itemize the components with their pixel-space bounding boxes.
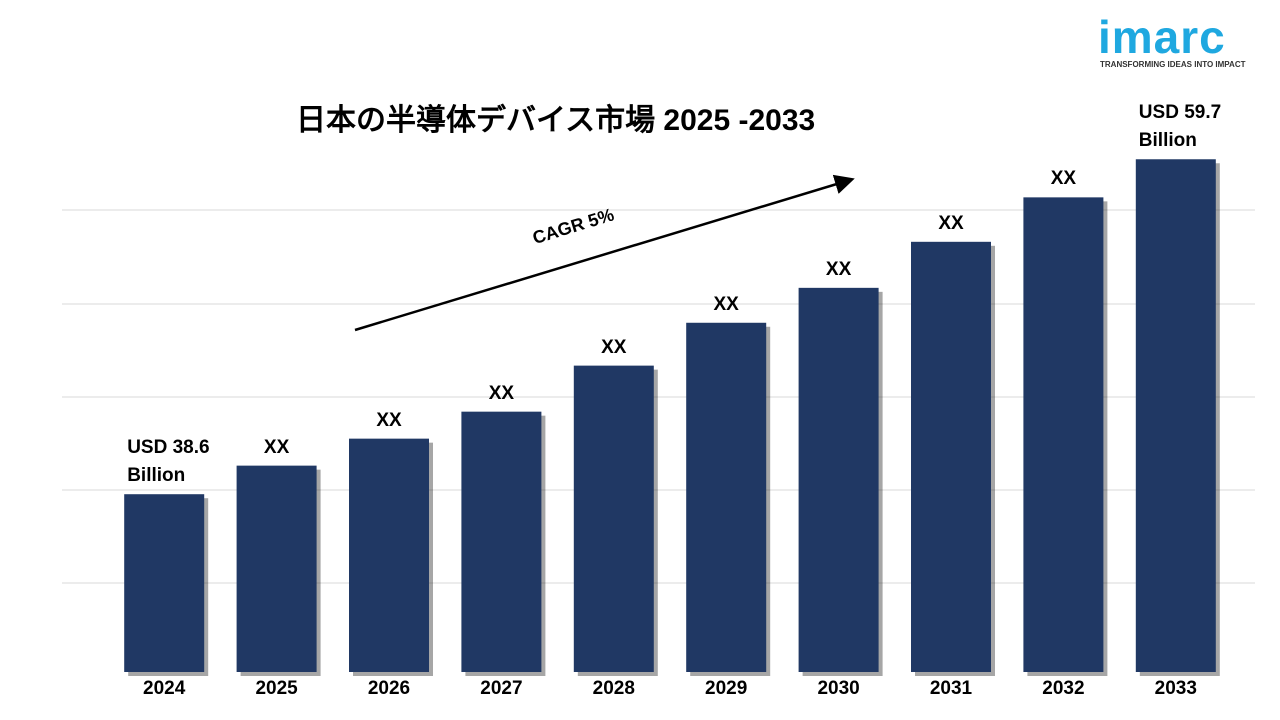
bar <box>1023 197 1104 673</box>
bar <box>686 322 767 672</box>
value-label: XX <box>938 212 964 234</box>
bar <box>461 411 542 672</box>
trend-arrow <box>354 174 855 332</box>
bar <box>236 465 317 672</box>
x-tick-label: 2025 <box>255 678 298 699</box>
logo-tagline: TRANSFORMING IDEAS INTO IMPACT <box>1100 60 1246 69</box>
cagr-annotation: CAGR 5% <box>530 204 616 248</box>
bar <box>124 494 205 672</box>
bar <box>573 365 654 672</box>
bar <box>349 438 429 672</box>
x-tick-label: 2028 <box>592 678 635 699</box>
value-label: XX <box>601 336 627 358</box>
x-tick-label: 2032 <box>1042 678 1085 699</box>
x-tick-label: 2024 <box>143 678 186 699</box>
bar <box>1135 159 1216 672</box>
x-tick-label: 2030 <box>817 678 860 699</box>
value-label: XX <box>825 258 852 280</box>
x-tick-label: 2027 <box>480 678 523 699</box>
value-label: USD 59.7 Billion <box>1138 102 1222 152</box>
x-tick-label: 2026 <box>367 678 411 699</box>
x-tick-label: 2033 <box>1154 678 1197 699</box>
bar <box>911 241 991 672</box>
value-label: XX <box>488 382 515 404</box>
value-label: USD 38.6 Billion <box>127 437 210 487</box>
logo: imarc <box>1098 11 1226 63</box>
chart-title: 日本の半導体デバイス市場 2025 -2033 <box>296 104 816 137</box>
bar <box>798 287 879 672</box>
value-label: XX <box>376 409 402 431</box>
value-label: XX <box>263 436 290 458</box>
x-tick-label: 2031 <box>929 678 973 699</box>
x-tick-label: 2029 <box>705 678 748 699</box>
value-label: XX <box>713 293 739 315</box>
value-label: XX <box>1050 168 1077 190</box>
